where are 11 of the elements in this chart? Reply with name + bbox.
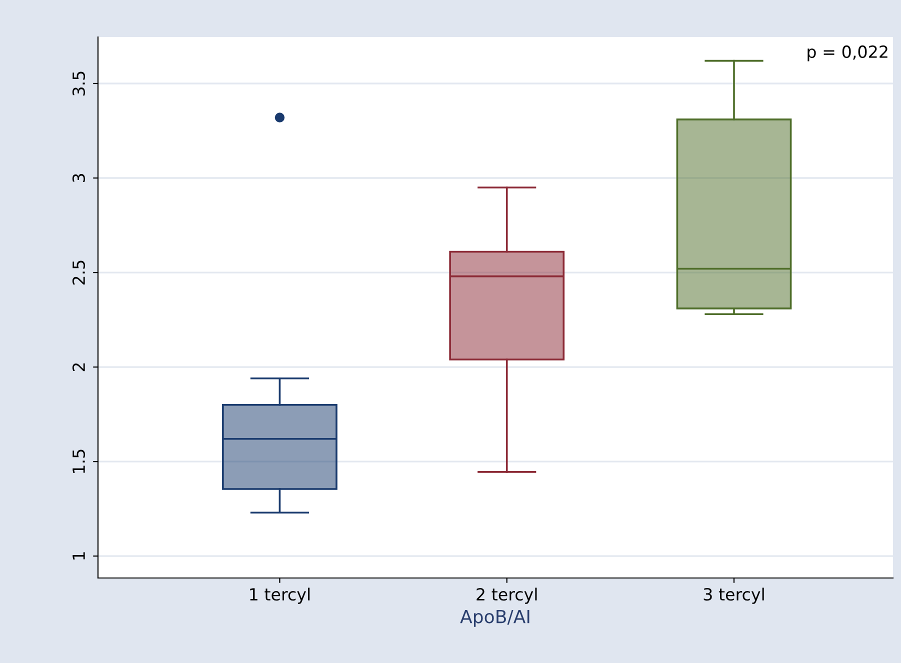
x-tick-label: 3 tercyl <box>704 588 764 604</box>
x-axis-title: ApoB/AI <box>460 610 530 627</box>
y-tick-label: 2 <box>72 363 85 372</box>
x-tick-label: 2 tercyl <box>476 588 537 604</box>
y-tick-label: 1.5 <box>72 450 86 473</box>
y-tick-label: 3.5 <box>72 72 86 96</box>
y-tick-label: 2.5 <box>72 260 86 285</box>
y-tick-label: 3 <box>72 174 86 182</box>
y-tick-label: 1 <box>72 552 85 560</box>
x-tick-label: 1 tercyl <box>250 588 310 604</box>
annotation: p = 0,022 <box>808 45 888 62</box>
